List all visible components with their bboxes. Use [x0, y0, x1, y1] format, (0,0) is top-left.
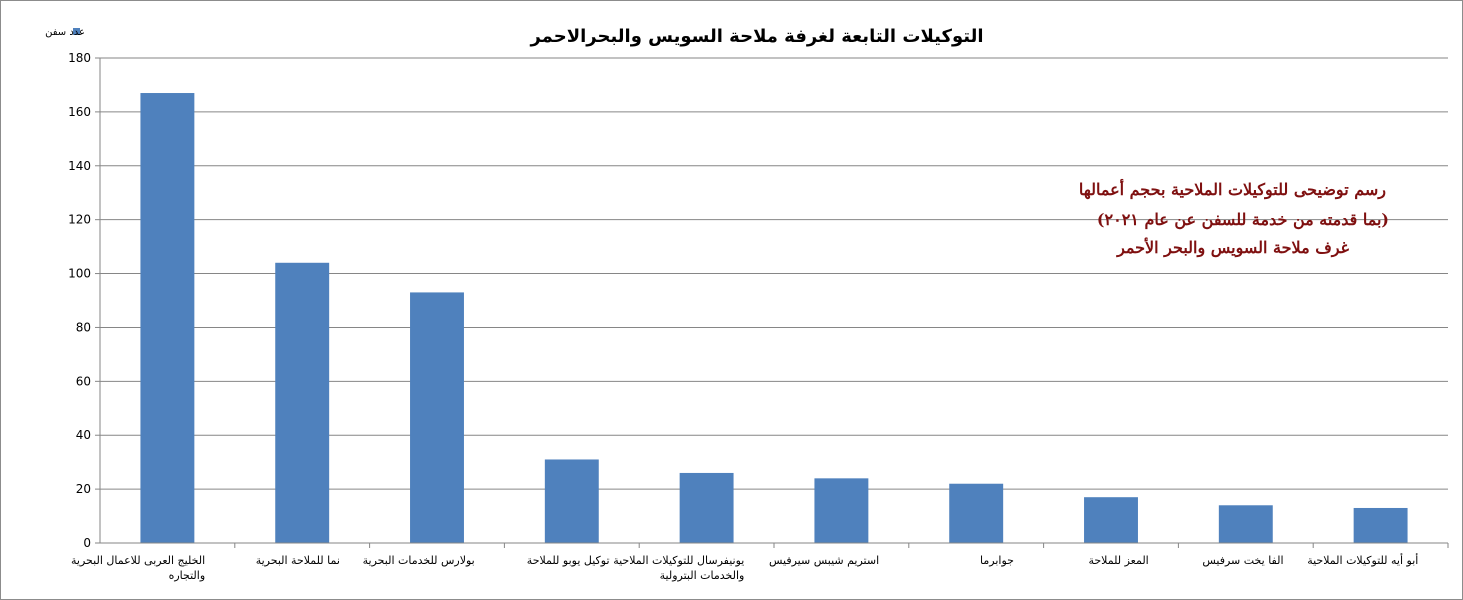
- bar: [949, 483, 1004, 543]
- annotation-line-2: (بما قدمته من خدمة للسفن عن عام ٢٠٢١): [1097, 210, 1389, 230]
- legend: عدد سفن: [45, 27, 85, 38]
- bar: [140, 93, 195, 544]
- x-category-label: الخليج العربى للاعمال البحرية: [71, 554, 205, 567]
- y-tick-label: 160: [68, 105, 91, 119]
- x-category-label: يونيفرسال للتوكيلات الملاحية: [613, 554, 744, 567]
- bar: [679, 472, 734, 543]
- annotation-line-3: غرف ملاحة السويس والبحر الأحمر: [1116, 237, 1350, 258]
- y-tick-label: 180: [68, 51, 91, 65]
- x-category-label: والخدمات البترولية: [660, 569, 745, 582]
- bar: [1353, 507, 1408, 543]
- x-category-label: الفا يخت سرفيس: [1202, 554, 1283, 567]
- x-category-labels: الخليج العربى للاعمال البحرية والتجاره نما…: [71, 543, 1449, 582]
- annotation-line-1: رسم توضيحى للتوكيلات الملاحية بحجم أعمال…: [1079, 178, 1386, 200]
- y-tick-label: 60: [76, 374, 91, 388]
- bar: [275, 262, 330, 543]
- legend-label: عدد سفن: [45, 27, 85, 38]
- bar: [410, 292, 464, 543]
- y-tick-label: 20: [76, 482, 91, 496]
- y-tick-label: 80: [76, 320, 91, 334]
- y-tick-label: 100: [68, 267, 91, 281]
- x-category-label: والتجاره: [169, 569, 206, 582]
- x-category-label: استريم شيبس سيرفيس: [769, 554, 879, 567]
- x-category-label: جوابرما: [980, 554, 1014, 567]
- x-category-label: المعز للملاحة: [1088, 554, 1148, 567]
- y-tick-labels: 0 20 40 60 80 100 120 140 160 180: [68, 51, 100, 550]
- chart-title: التوكيلات التابعة لغرفة ملاحة السويس وال…: [529, 26, 983, 47]
- bar: [1084, 497, 1138, 543]
- x-category-label: نما للملاحة البحرية: [256, 554, 340, 567]
- chart-annotation: رسم توضيحى للتوكيلات الملاحية بحجم أعمال…: [1079, 178, 1389, 258]
- x-category-label: أبو أيه للتوكيلات الملاحية: [1307, 553, 1418, 567]
- y-tick-label: 40: [76, 428, 91, 442]
- y-tick-label: 0: [83, 536, 91, 550]
- bar: [1218, 505, 1273, 543]
- y-tick-label: 140: [68, 159, 91, 173]
- bars: [140, 93, 1408, 544]
- bar: [544, 459, 599, 543]
- x-category-label: توكيل يوبو للملاحة: [527, 554, 610, 567]
- legend-swatch: [73, 28, 80, 35]
- x-category-label: بولارس للخدمات البحرية: [363, 554, 475, 567]
- y-tick-label: 120: [68, 213, 91, 227]
- bar: [814, 478, 869, 543]
